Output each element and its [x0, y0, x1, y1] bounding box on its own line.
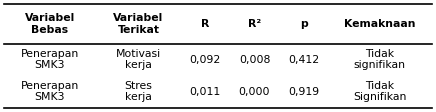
Text: Tidak
signifikan: Tidak signifikan	[354, 49, 405, 70]
Text: 0,000: 0,000	[239, 87, 270, 97]
Text: Variabel
Terikat: Variabel Terikat	[113, 13, 164, 35]
Text: 0,919: 0,919	[289, 87, 320, 97]
Text: Motivasi
kerja: Motivasi kerja	[116, 49, 161, 70]
Text: p: p	[300, 19, 308, 29]
Text: Tidak
Signifikan: Tidak Signifikan	[353, 81, 406, 102]
Text: Stres
kerja: Stres kerja	[125, 81, 153, 102]
Text: 0,092: 0,092	[189, 55, 221, 65]
Text: Penerapan
SMK3: Penerapan SMK3	[21, 49, 79, 70]
Text: 0,011: 0,011	[189, 87, 221, 97]
Text: R²: R²	[248, 19, 261, 29]
Text: Penerapan
SMK3: Penerapan SMK3	[21, 81, 79, 102]
Text: 0,412: 0,412	[289, 55, 320, 65]
Text: R: R	[201, 19, 209, 29]
Text: 0,008: 0,008	[239, 55, 270, 65]
Text: Variabel
Bebas: Variabel Bebas	[25, 13, 75, 35]
Text: Kemaknaan: Kemaknaan	[344, 19, 415, 29]
